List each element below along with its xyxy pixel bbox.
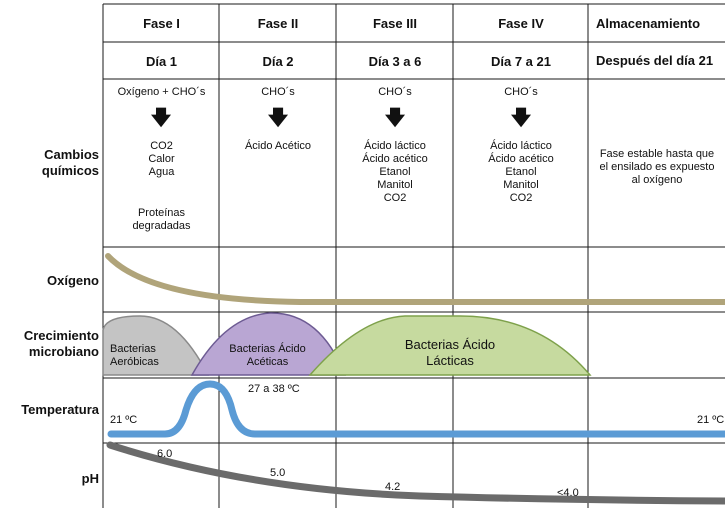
phase-header: Fase IV <box>498 16 544 31</box>
temperature-end-label: 21 ºC <box>697 414 725 426</box>
phase-header: Fase II <box>257 16 299 31</box>
chemical-input: CHO´s <box>378 86 412 98</box>
lactic-bacteria-label: Bacterias Ácido Lácticas <box>404 337 496 368</box>
phase2-products: Ácido Acético <box>244 140 312 152</box>
down-arrow-icon: 🡇 <box>150 107 172 129</box>
chemical-input: CHO´s <box>261 86 295 98</box>
aerobic-bacteria-label: Bacterias Aeróbicas <box>110 343 159 368</box>
ph-curve <box>106 441 725 505</box>
lactic-bacteria-area <box>308 315 592 376</box>
day-header: Día 1 <box>145 53 178 69</box>
ph-label: 6.0 <box>157 448 173 460</box>
temperature-peak-label: 27 a 38 ºC <box>248 383 300 395</box>
phase1-extra-products: Proteínas degradadas <box>132 207 191 232</box>
acetic-bacteria-label: Bacterias Ácido Acéticas <box>229 343 306 368</box>
aerobic-bacteria-area <box>102 315 210 376</box>
down-arrow-icon: 🡇 <box>510 107 532 129</box>
ph-label: <4.0 <box>557 487 579 499</box>
chemical-input: Oxígeno + CHO´s <box>117 86 206 98</box>
phase4-products: Ácido láctico Ácido acético Etanol Manit… <box>488 140 554 204</box>
row-label-growth: Crecimiento microbiano <box>23 328 99 359</box>
temperature-start-label: 21 ºC <box>110 414 138 426</box>
row-label-temperature: Temperatura <box>21 402 99 417</box>
row-label-chemical: Cambios químicos <box>41 147 99 178</box>
temperature-curve <box>107 380 725 438</box>
storage-note: Fase estable hasta que el ensilado es ex… <box>599 148 715 186</box>
day-header: Día 2 <box>262 53 294 69</box>
ph-label: 4.2 <box>385 481 401 493</box>
phase1-products: CO2 Calor Agua <box>148 140 175 178</box>
row-label-ph: pH <box>81 471 99 486</box>
acetic-bacteria-area <box>190 312 347 376</box>
ph-label: 5.0 <box>270 467 286 479</box>
oxygen-curve <box>105 253 725 305</box>
phase-header: Fase III <box>372 16 418 31</box>
table-grid <box>102 3 725 508</box>
phase-header: Almacenamiento <box>596 16 701 31</box>
day-header: Después del día 21 <box>596 53 714 68</box>
down-arrow-icon: 🡇 <box>267 107 289 129</box>
row-label-oxygen: Oxígeno <box>46 273 99 288</box>
day-header: Día 7 a 21 <box>491 53 551 69</box>
phase3-products: Ácido láctico Ácido acético Etanol Manit… <box>362 140 428 204</box>
day-header: Día 3 a 6 <box>368 53 422 69</box>
chemical-input: CHO´s <box>504 86 538 98</box>
down-arrow-icon: 🡇 <box>384 107 406 129</box>
phase-header: Fase I <box>143 16 180 31</box>
